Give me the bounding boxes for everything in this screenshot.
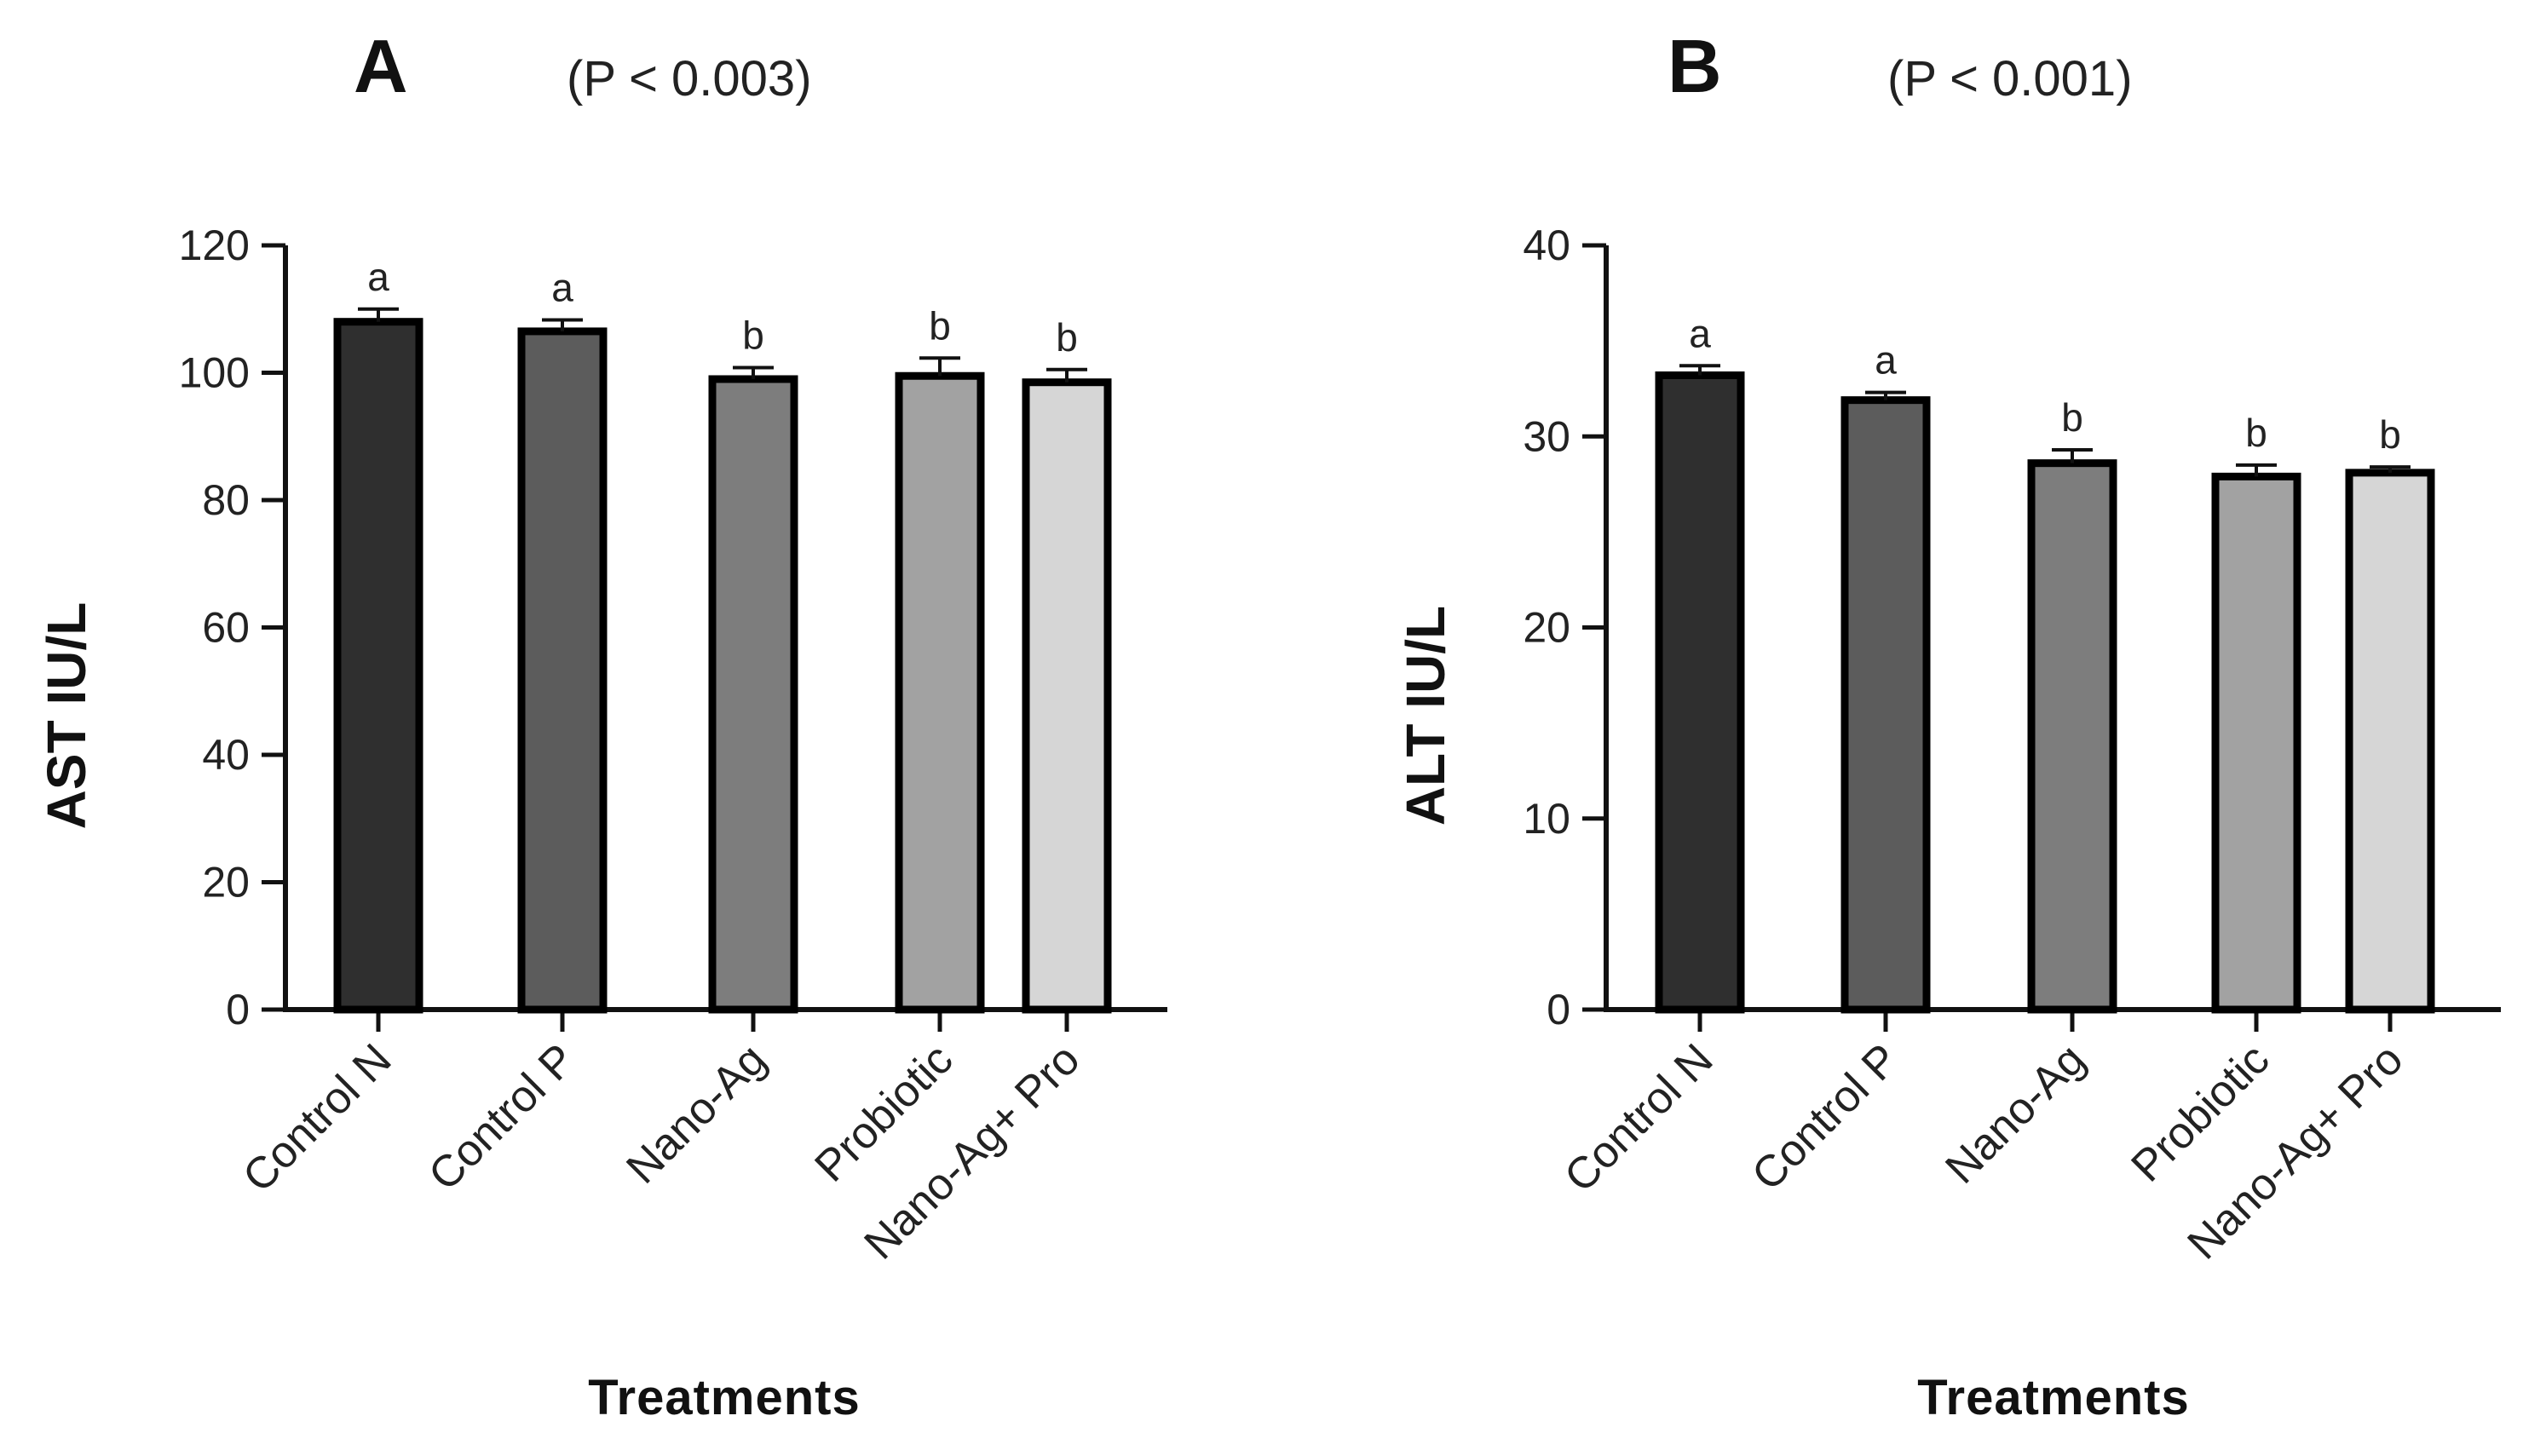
panel-a-category-label: Nano-Ag — [617, 1034, 775, 1193]
panel-a: A (P < 0.003) AST IU/L Treatments 0 20 40 6… — [36, 24, 1167, 1425]
panel-b-y-tick-label: 30 — [1523, 412, 1570, 460]
panel-b-bar — [2027, 459, 2117, 1014]
panel-a-category-label: Control P — [419, 1034, 585, 1200]
panel-b-bar — [2345, 469, 2435, 1014]
panel-a-bar — [1022, 378, 1112, 1014]
panel-b-category-label: Control N — [1555, 1034, 1722, 1201]
panel-b-bar — [1840, 396, 1931, 1014]
panel-a-y-tick-label: 40 — [202, 731, 250, 779]
panel-b: B (P < 0.001) ALT IU/L Treatments 0 10 20 3… — [1395, 24, 2501, 1425]
panel-b-y-tick-label: 20 — [1523, 604, 1570, 652]
panel-a-category-label: Nano-Ag+ Pro — [855, 1034, 1089, 1269]
panel-a-significance-letter: b — [929, 303, 951, 348]
panel-a-bar — [708, 375, 798, 1014]
panel-b-category-label: Control P — [1742, 1034, 1908, 1200]
panel-a-significance-letter: b — [1056, 315, 1078, 360]
panel-a-marks: 0 20 40 60 80 100 120 a Control N a Control P b Nano… — [179, 222, 1167, 1269]
panel-b-y-tick-label: 10 — [1523, 795, 1570, 843]
panel-a-x-axis-label: Treatments — [588, 1370, 860, 1425]
panel-b-letter: B — [1668, 24, 1722, 108]
panel-a-y-tick-label: 20 — [202, 859, 250, 906]
panel-a-bar — [895, 371, 985, 1014]
panel-b-significance-letter: b — [2061, 395, 2083, 440]
panel-a-category-label: Control N — [233, 1034, 400, 1201]
panel-b-significance-letter: b — [2245, 411, 2267, 455]
panel-b-y-tick-label: 0 — [1547, 986, 1570, 1033]
panel-a-y-tick-label: 80 — [202, 476, 250, 524]
panel-b-category-label: Nano-Ag — [1936, 1034, 2094, 1193]
panel-b-bar — [1655, 371, 1745, 1014]
panel-b-significance-letter: b — [2379, 412, 2401, 457]
panel-a-bar — [517, 327, 608, 1014]
panel-b-significance-letter: a — [1689, 311, 1711, 355]
panel-a-p-value: (P < 0.003) — [567, 51, 812, 106]
panel-a-significance-letter: b — [742, 314, 764, 358]
panel-a-significance-letter: a — [551, 265, 573, 309]
panel-b-significance-letter: a — [1875, 338, 1897, 383]
panel-a-y-tick-label: 100 — [179, 349, 250, 397]
panel-b-y-tick-label: 40 — [1523, 222, 1570, 269]
panel-b-p-value: (P < 0.001) — [1887, 51, 2133, 106]
panel-b-x-axis-label: Treatments — [1917, 1370, 2189, 1425]
panel-b-bar — [2211, 472, 2301, 1014]
panel-a-y-tick-label: 0 — [226, 986, 250, 1033]
panel-a-y-tick-label: 60 — [202, 604, 250, 652]
panel-a-letter: A — [354, 24, 408, 108]
panel-a-bar — [333, 318, 423, 1014]
panel-a-significance-letter: a — [367, 255, 389, 299]
panel-a-y-tick-label: 120 — [179, 222, 250, 269]
panel-b-y-axis-label: ALT IU/L — [1395, 606, 1456, 826]
panel-a-y-axis-label: AST IU/L — [36, 602, 97, 830]
